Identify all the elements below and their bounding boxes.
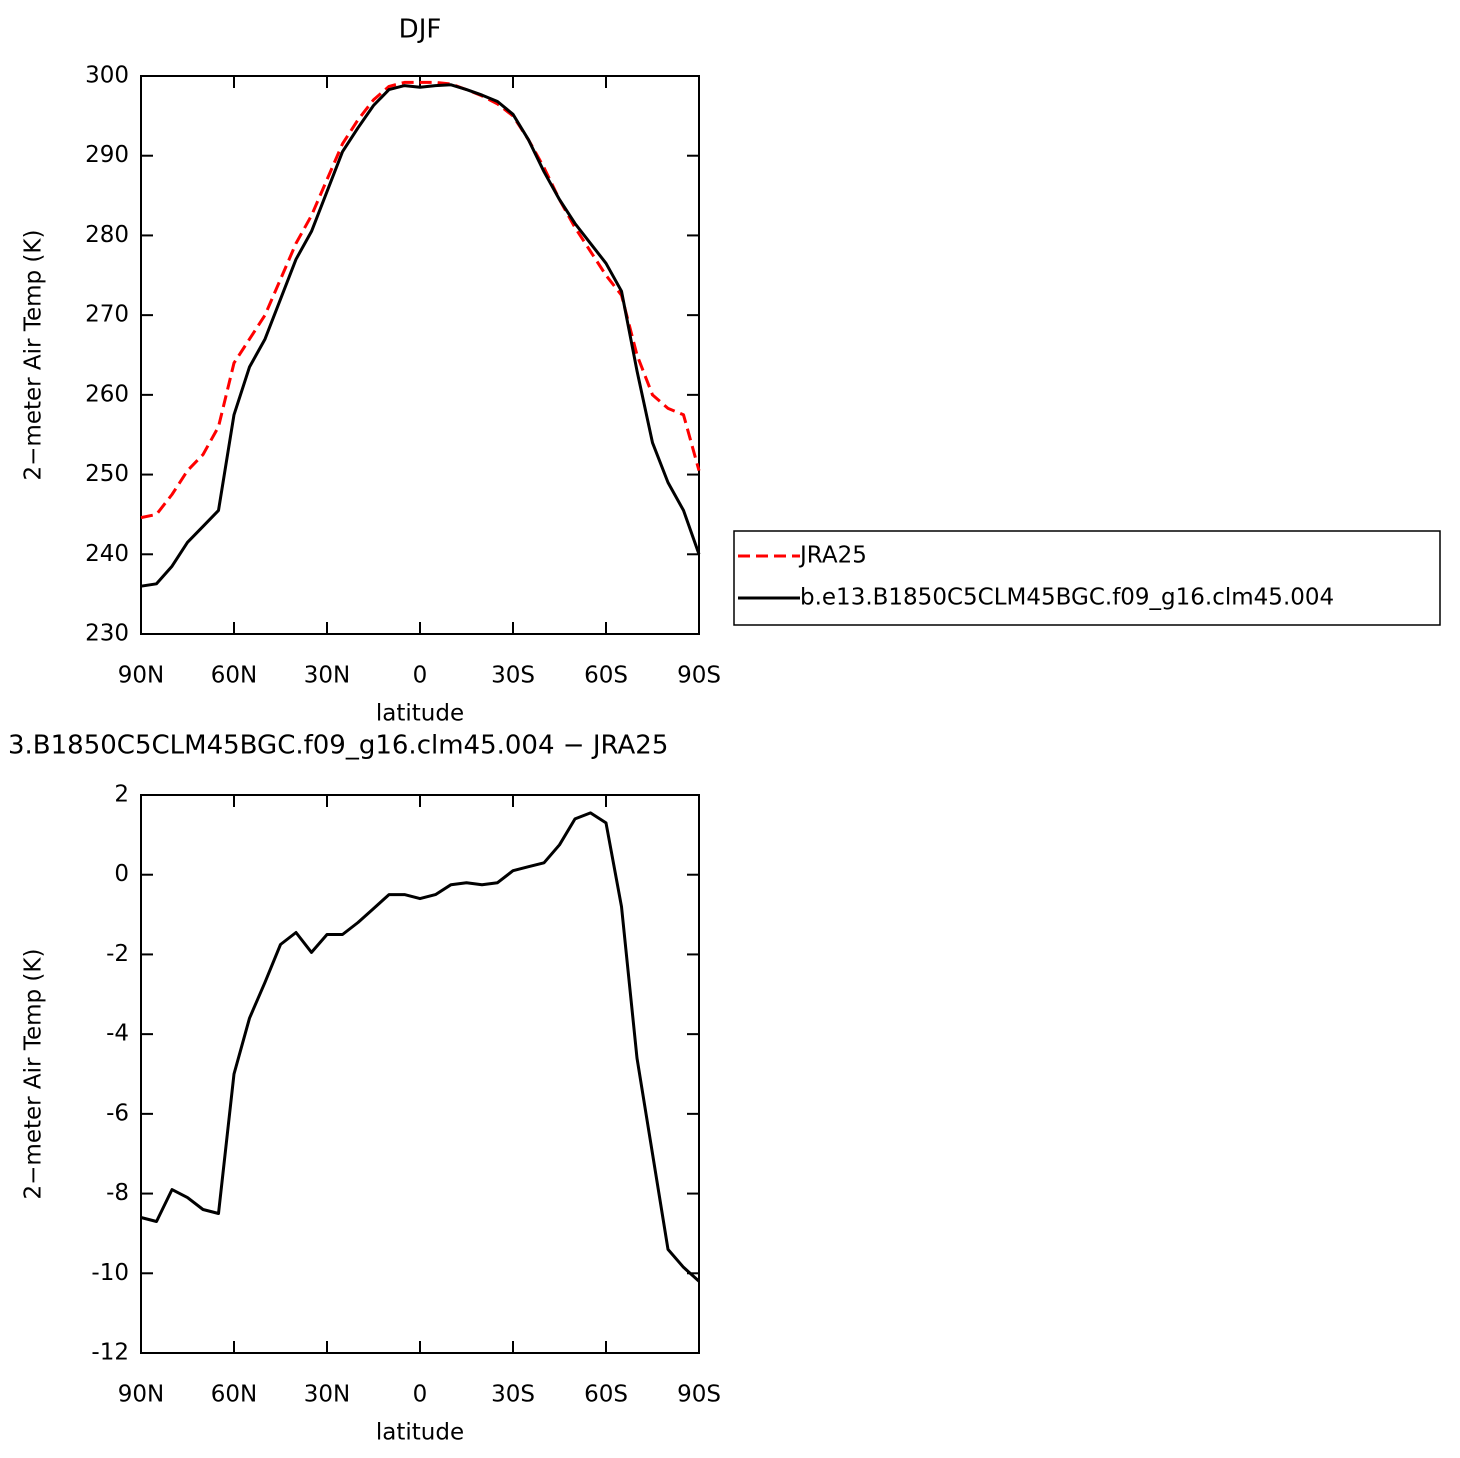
x-tick-label: 60S bbox=[584, 1382, 628, 1408]
y-tick-label: -12 bbox=[91, 1340, 129, 1366]
x-tick-label: 60N bbox=[211, 663, 257, 689]
y-tick-label: 280 bbox=[85, 222, 129, 248]
x-tick-label: 30S bbox=[491, 1382, 535, 1408]
y-tick-label: -2 bbox=[106, 941, 129, 967]
chart-title: DJF bbox=[399, 15, 442, 45]
y-tick-label: -8 bbox=[106, 1180, 129, 1206]
y-tick-label: 270 bbox=[85, 302, 129, 328]
y-tick-label: -10 bbox=[91, 1260, 129, 1286]
y-tick-label: 250 bbox=[85, 461, 129, 487]
y-tick-label: 260 bbox=[85, 381, 129, 407]
x-tick-label: 90S bbox=[677, 663, 721, 689]
x-tick-label: 30N bbox=[304, 663, 350, 689]
y-tick-label: 290 bbox=[85, 142, 129, 168]
x-tick-label: 90N bbox=[118, 1382, 164, 1408]
y-tick-label: 2 bbox=[114, 782, 129, 808]
chart-title: 3.B1850C5CLM45BGC.f09_g16.clm45.004 − JR… bbox=[8, 731, 668, 761]
y-tick-label: 240 bbox=[85, 541, 129, 567]
x-axis-label: latitude bbox=[376, 701, 464, 727]
x-tick-label: 30S bbox=[491, 663, 535, 689]
plot-frame bbox=[140, 75, 700, 635]
y-tick-label: 0 bbox=[114, 861, 129, 887]
x-tick-label: 60S bbox=[584, 663, 628, 689]
y-tick-label: 300 bbox=[85, 63, 129, 89]
data-line bbox=[140, 83, 701, 588]
x-tick-label: 90N bbox=[118, 663, 164, 689]
y-tick-label: 230 bbox=[85, 621, 129, 647]
x-tick-label: 0 bbox=[413, 1382, 428, 1408]
y-axis-label: 2−meter Air Temp (K) bbox=[21, 949, 47, 1200]
data-line bbox=[140, 80, 701, 520]
legend-label: JRA25 bbox=[798, 543, 867, 569]
data-line bbox=[140, 811, 701, 1283]
x-tick-label: 30N bbox=[304, 1382, 350, 1408]
y-tick-label: -6 bbox=[106, 1100, 129, 1126]
x-tick-label: 0 bbox=[413, 663, 428, 689]
legend-box bbox=[733, 530, 1441, 626]
y-tick-label: -4 bbox=[106, 1021, 129, 1047]
legend-label: b.e13.B1850C5CLM45BGC.f09_g16.clm45.004 bbox=[800, 585, 1334, 611]
x-tick-label: 60N bbox=[211, 1382, 257, 1408]
x-tick-label: 90S bbox=[677, 1382, 721, 1408]
x-axis-label: latitude bbox=[376, 1420, 464, 1446]
y-axis-label: 2−meter Air Temp (K) bbox=[21, 230, 47, 481]
